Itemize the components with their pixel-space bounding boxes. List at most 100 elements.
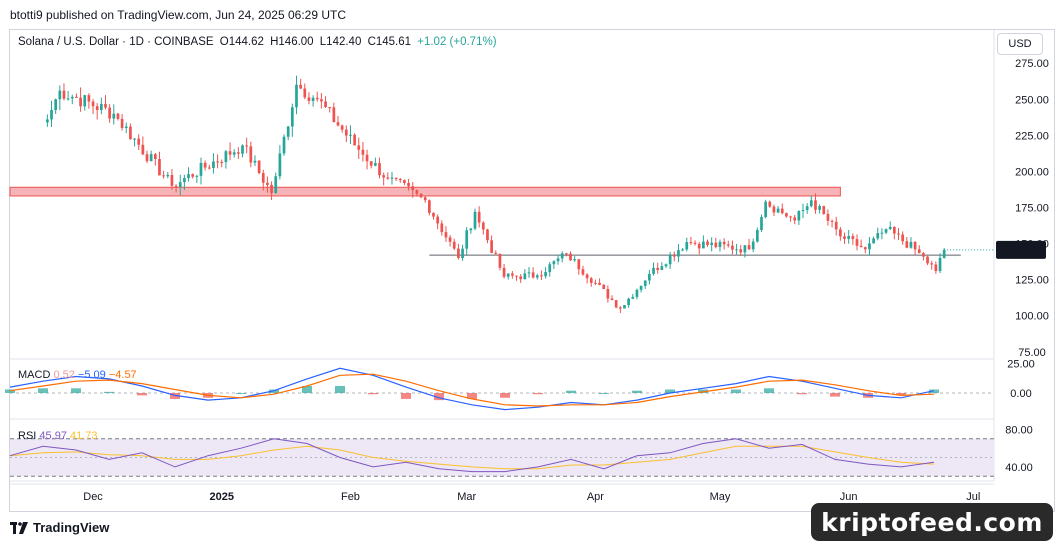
macd-line [9, 367, 935, 411]
candle-body [768, 201, 772, 207]
candle-body [839, 229, 842, 237]
x-tick-label: Mar [457, 491, 476, 503]
price-tick-label: 75.00 [1018, 347, 1046, 359]
macd-histogram-bar [731, 389, 741, 394]
candle-body [897, 233, 900, 235]
candle-body [83, 95, 87, 107]
candle-body [473, 211, 477, 229]
candle-body [344, 129, 348, 136]
candle-body [527, 272, 531, 274]
candle-body [66, 98, 70, 100]
tradingview-logo[interactable]: TradingView [10, 520, 109, 535]
candle-body [589, 278, 593, 283]
candle-body [523, 273, 527, 280]
price-tag [996, 240, 1046, 259]
candle-body [672, 255, 676, 257]
candle-body [888, 226, 892, 230]
candle-body [465, 230, 469, 249]
candle-body [739, 249, 743, 253]
candle-body [876, 233, 880, 239]
candle-body [868, 243, 871, 250]
macd-histogram-bar [665, 389, 675, 394]
candle-body [552, 261, 556, 265]
candle-body [386, 177, 390, 179]
x-tick-label: Jun [840, 491, 858, 503]
candle-body [780, 208, 784, 214]
candle-body [511, 273, 514, 276]
candle-body [913, 241, 917, 250]
x-tick-label: 2025 [210, 491, 234, 503]
macd-histogram-bar [500, 393, 510, 398]
candle-body [390, 177, 394, 179]
candle-body [710, 242, 714, 245]
candle-body [631, 296, 635, 299]
candle-body [515, 275, 518, 277]
candle-body [278, 153, 282, 177]
candle-body [930, 263, 934, 265]
symbol-legend: Solana / U.S. Dollar · 1D · COINBASE O14… [18, 36, 500, 48]
price-tag-label: 145.61 [1004, 245, 1038, 257]
candle-body [863, 247, 867, 250]
candle-body [145, 154, 149, 162]
resistance-zone [9, 186, 841, 197]
macd-line-value: −5.09 [77, 369, 106, 381]
candle-body [50, 109, 53, 120]
candle-body [228, 151, 232, 155]
candle-body [934, 264, 938, 271]
macd-histogram-bar [71, 388, 81, 394]
macd-histogram-bar [698, 389, 708, 394]
candle-body [905, 241, 909, 248]
candle-body [374, 163, 377, 166]
watermark-text: kriptofeed.com [821, 507, 1043, 537]
macd-signal-line [9, 373, 935, 407]
candle-body [556, 258, 560, 262]
rsi-ma-value: 41.73 [70, 430, 98, 442]
candle-body [668, 255, 672, 265]
candle-body [299, 84, 302, 89]
candle-body [452, 241, 456, 249]
price-tick-label: 250.00 [1015, 94, 1049, 106]
price-tick-label: 225.00 [1015, 130, 1049, 142]
candle-body [241, 145, 244, 154]
candle-body [320, 99, 323, 102]
candle-body [149, 154, 153, 162]
candle-body [46, 119, 49, 123]
candle-body [245, 145, 249, 147]
candle-body [394, 177, 398, 179]
x-tick-label: Apr [587, 491, 604, 503]
candle-body [926, 256, 929, 264]
candle-body [544, 272, 547, 277]
open-value: O144.62 [219, 36, 264, 48]
watermark: kriptofeed.com [811, 503, 1053, 541]
candle-body [91, 101, 95, 107]
candle-body [116, 113, 120, 119]
x-tick-label: Dec [83, 491, 103, 503]
low-value: L142.40 [319, 36, 362, 48]
candle-body [311, 97, 315, 101]
rsi-name: RSI [18, 430, 37, 442]
candle-body [702, 241, 705, 249]
rsi-tick-label: 40.00 [1005, 462, 1033, 474]
price-tick-label: 125.00 [1015, 275, 1049, 287]
candle-body [461, 248, 464, 258]
tradingview-brand: TradingView [33, 520, 110, 535]
candle-body [104, 103, 107, 108]
macd-histogram-bar [104, 391, 114, 394]
candle-body [718, 241, 722, 248]
candle-body [726, 244, 730, 246]
candle-body [872, 238, 875, 244]
currency-button[interactable]: USD [997, 33, 1043, 55]
candle-body [216, 161, 219, 163]
macd-histogram-bar [599, 393, 609, 395]
candle-body [922, 253, 925, 257]
candle-body [457, 248, 460, 258]
candle-body [336, 122, 340, 126]
candle-body [585, 274, 589, 279]
macd-histogram-bar [764, 388, 774, 394]
candle-body [274, 176, 278, 194]
candle-body [494, 252, 498, 254]
candle-body [266, 182, 269, 185]
candle-body [224, 151, 228, 163]
candle-body [120, 118, 124, 129]
